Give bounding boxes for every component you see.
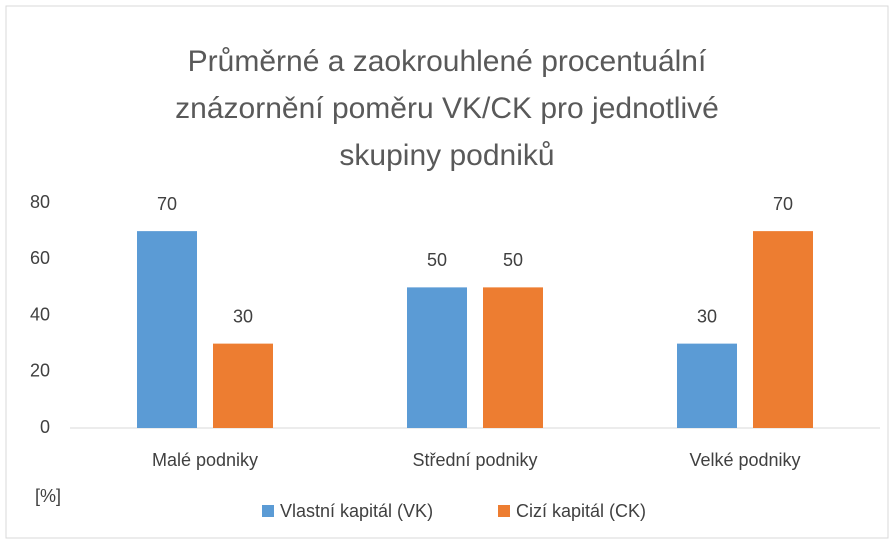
bar [137, 231, 197, 428]
y-tick-label: 0 [40, 417, 50, 437]
bar [753, 231, 813, 428]
legend-swatch [262, 505, 274, 517]
bar [483, 287, 543, 428]
y-axis-label: [%] [35, 486, 61, 506]
data-label: 70 [157, 194, 177, 214]
legend-label: Vlastní kapitál (VK) [280, 501, 433, 521]
y-tick-label: 80 [30, 192, 50, 212]
data-label: 50 [427, 250, 447, 270]
legend-label: Cizí kapitál (CK) [516, 501, 646, 521]
x-tick-label: Střední podniky [412, 450, 537, 470]
bar [407, 287, 467, 428]
data-label: 30 [233, 306, 253, 326]
data-label: 30 [697, 306, 717, 326]
y-tick-label: 60 [30, 248, 50, 268]
bar [677, 343, 737, 428]
x-tick-label: Malé podniky [152, 450, 258, 470]
chart-title: Průměrné a zaokrouhlené procentuální zná… [175, 45, 719, 172]
y-tick-label: 20 [30, 361, 50, 381]
data-label: 70 [773, 194, 793, 214]
bar [213, 343, 273, 428]
y-tick-label: 40 [30, 304, 50, 324]
legend-swatch [498, 505, 510, 517]
data-label: 50 [503, 250, 523, 270]
x-tick-label: Velké podniky [689, 450, 800, 470]
